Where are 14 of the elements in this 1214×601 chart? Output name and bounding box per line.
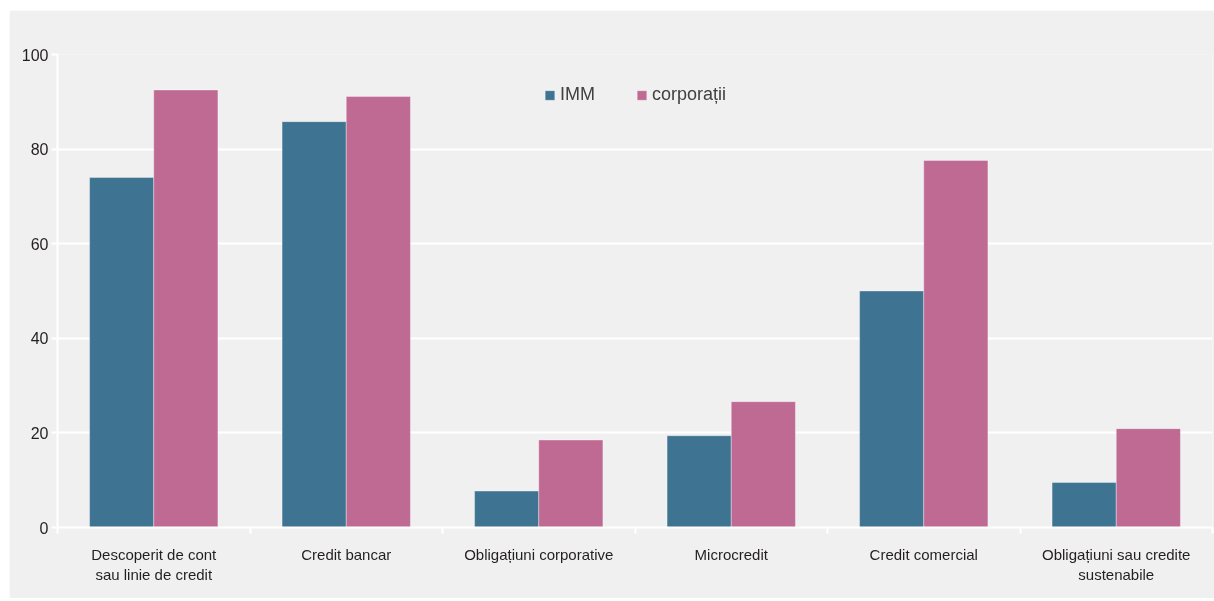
y-tick-label: 80 bbox=[30, 141, 49, 159]
y-tick-label: 20 bbox=[30, 424, 49, 442]
y-tick-label: 40 bbox=[30, 330, 49, 348]
x-tick-label: Obligațiuni sau credite sustenabile bbox=[1042, 545, 1191, 583]
legend-label: corporații bbox=[651, 84, 727, 105]
x-tick-label: Credit bancar bbox=[301, 545, 392, 563]
x-tick-label: Descoperit de cont sau linie de credit bbox=[91, 545, 218, 583]
y-tick-label: 60 bbox=[30, 235, 49, 253]
y-tick-label: 100 bbox=[21, 46, 49, 64]
x-tick-label: Obligațiuni corporative bbox=[464, 545, 614, 563]
y-tick-label: 0 bbox=[39, 519, 49, 537]
x-tick-label: Credit comercial bbox=[869, 545, 978, 563]
legend-label: IMM bbox=[559, 84, 595, 105]
x-tick-label: Microcredit bbox=[694, 545, 769, 563]
